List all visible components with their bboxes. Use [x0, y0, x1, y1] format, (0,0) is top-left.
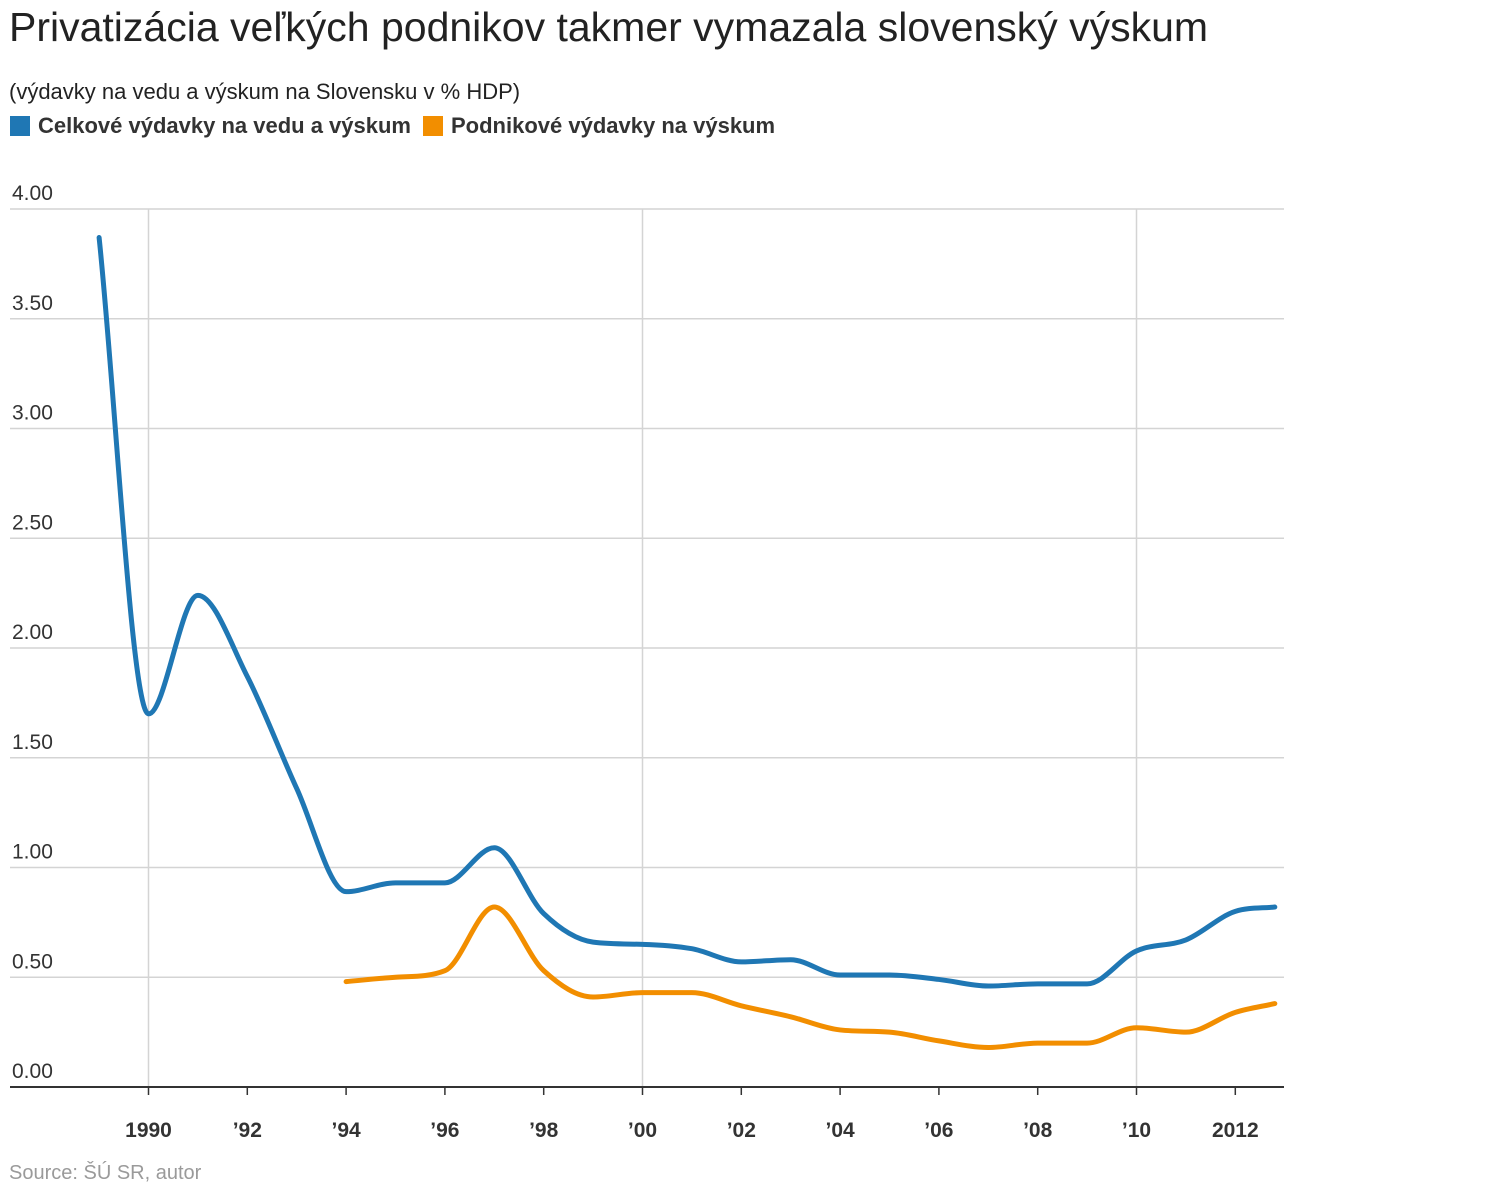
x-axis [10, 1086, 1284, 1095]
x-tick-label: 1990 [125, 1119, 172, 1142]
x-tick-label: ’08 [1023, 1119, 1053, 1142]
legend-label-total: Celkové výdavky na vedu a výskum [38, 113, 411, 138]
x-axis-tick-labels: 1990 ’92 ’94 ’96 ’98 ’00 ’02 ’04 ’06 ’08 ’10 2012 [125, 1119, 1259, 1142]
legend-swatch-business [423, 116, 443, 136]
chart-subtitle: (výdavky na vedu a výskum na Slovensku v… [9, 79, 521, 104]
x-tick-label: ’06 [924, 1119, 953, 1142]
legend-swatch-total [10, 116, 30, 136]
x-tick-label: ’94 [331, 1119, 361, 1142]
x-tick-label: ’96 [430, 1119, 459, 1142]
x-tick-label: ’04 [825, 1119, 855, 1142]
y-tick-label: 4.00 [12, 182, 53, 205]
chart-title: Privatizácia veľkých podnikov takmer vym… [9, 4, 1209, 50]
x-tick-label: ’02 [727, 1119, 756, 1142]
x-tick-label: 2012 [1212, 1119, 1259, 1142]
y-tick-label: 0.00 [12, 1060, 53, 1083]
chart-legend: Celkové výdavky na vedu a výskum Podniko… [10, 113, 787, 139]
y-tick-label: 1.00 [12, 841, 53, 864]
y-tick-label: 3.00 [12, 402, 53, 425]
y-tick-label: 2.00 [12, 621, 53, 644]
y-tick-label: 3.50 [12, 292, 53, 315]
x-tick-label: ’98 [529, 1119, 559, 1142]
y-tick-label: 0.50 [12, 950, 53, 973]
series-line-business [343, 904, 1278, 1050]
series-line-total [96, 235, 1278, 989]
y-tick-label: 1.50 [12, 731, 53, 754]
series-layer [96, 235, 1278, 1050]
x-tick-label: ’00 [628, 1119, 657, 1142]
y-axis-tick-labels: 0.00 0.50 1.00 1.50 2.00 2.50 3.00 3.50 4.00 [12, 182, 53, 1083]
y-tick-label: 2.50 [12, 511, 53, 534]
x-tick-label: ’92 [233, 1119, 262, 1142]
source-note: Source: ŠÚ SR, autor [9, 1162, 202, 1184]
legend-item-business: Podnikové výdavky na výskum [423, 113, 775, 139]
grid-layer [10, 208, 1284, 1087]
legend-item-total: Celkové výdavky na vedu a výskum [10, 113, 411, 139]
x-tick-label: ’10 [1122, 1119, 1151, 1142]
legend-label-business: Podnikové výdavky na výskum [451, 113, 776, 138]
